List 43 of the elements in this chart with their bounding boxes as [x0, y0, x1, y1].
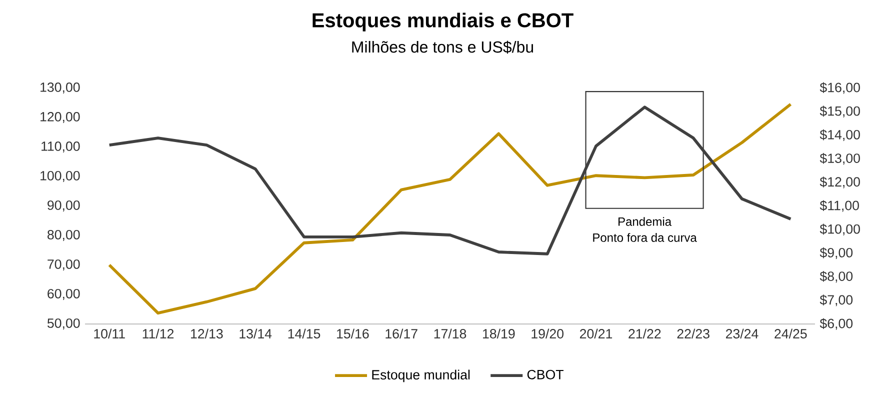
annotation: Pandemia: [618, 217, 672, 226]
x-tick-label: 15/16: [337, 328, 369, 338]
y2-tick-label: $11,00: [820, 200, 859, 212]
y2-tick-label: $8,00: [820, 271, 853, 283]
x-tick-label: 10/11: [94, 328, 125, 338]
x-tick-label: 14/15: [288, 328, 320, 338]
chart-title: Estoques mundiais e CBOT: [312, 12, 574, 32]
y2-tick-label: $7,00: [820, 294, 853, 306]
x-tick-label: 12/13: [191, 328, 223, 338]
x-tick-label: 17/18: [434, 328, 466, 338]
annotation: Ponto fora da curva: [593, 233, 697, 242]
y2-tick-label: $14,00: [820, 129, 860, 141]
y-tick-label: 130,00: [40, 82, 80, 94]
x-tick-label: 19/20: [532, 328, 564, 338]
legend-label: Estoque mundial: [372, 370, 470, 382]
y2-tick-label: $15,00: [820, 106, 860, 118]
x-tick-label: 11/12: [142, 328, 174, 338]
y-tick-label: 120,00: [40, 112, 80, 124]
x-tick-label: 23/24: [726, 328, 758, 338]
line-series: [108, 102, 792, 315]
x-tick-label: 20/21: [580, 328, 612, 338]
x-tick-label: 13/14: [240, 328, 272, 338]
y-tick-label: 90,00: [48, 200, 80, 212]
legend-label: CBOT: [527, 370, 564, 380]
x-tick-label: 18/19: [483, 328, 515, 338]
x-tick-label: 16/17: [386, 328, 418, 338]
y2-tick-label: $12,00: [820, 176, 860, 188]
line-series: [108, 106, 792, 256]
x-tick-label: 22/23: [677, 328, 710, 338]
y-tick-label: 60,00: [48, 288, 80, 300]
y2-tick-label: $13,00: [820, 153, 860, 165]
x-tick-label: 24/25: [774, 328, 807, 338]
y-tick-label: 50,00: [47, 318, 80, 330]
x-tick-label: 21/22: [628, 328, 661, 338]
y-tick-label: 100,00: [40, 170, 80, 182]
y2-tick-label: $16,00: [820, 82, 860, 94]
y-tick-label: 80,00: [48, 230, 80, 242]
y-tick-label: 110,00: [42, 142, 80, 153]
y-tick-label: 70,00: [48, 259, 80, 271]
y2-tick-label: $9,00: [820, 247, 853, 259]
chart-subtitle: Milhões de tons e US$/bu: [352, 40, 534, 54]
y2-tick-label: $6,00: [820, 318, 853, 330]
y2-tick-label: $10,00: [820, 224, 860, 236]
